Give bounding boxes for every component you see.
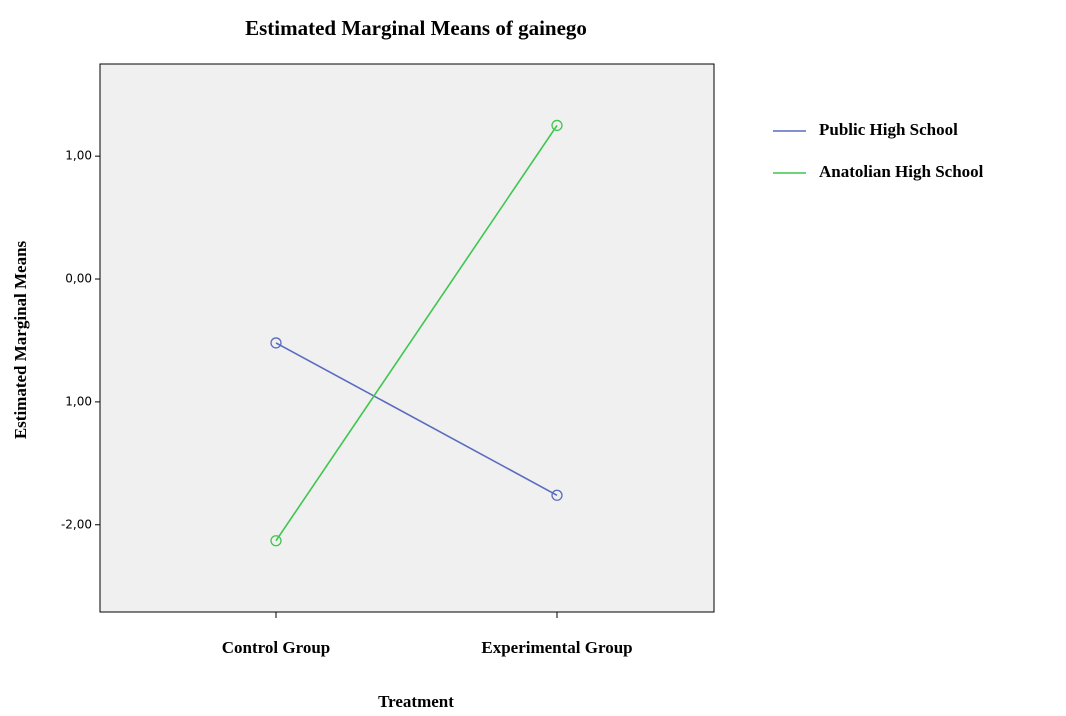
x-tick-label: Control Group (222, 638, 330, 657)
series-marker (270, 337, 282, 349)
series-line (275, 342, 558, 496)
y-tick-label: 0,00 (65, 272, 92, 286)
x-axis-label: Treatment (378, 692, 454, 711)
y-axis-label: Estimated Marginal Means (11, 240, 30, 439)
y-tick-label: -2,00 (61, 517, 92, 531)
x-tick-label: Experimental Group (481, 638, 632, 657)
plot-area (99, 63, 715, 613)
y-tick-label: 1,00 (65, 149, 92, 163)
y-tick-label: 1,00 (65, 394, 92, 408)
series-line (275, 124, 558, 542)
legend-label: Public High School (819, 120, 958, 139)
legend-label: Anatolian High School (819, 162, 984, 181)
series-marker (270, 535, 282, 547)
chart-title: Estimated Marginal Means of gainego (245, 16, 587, 40)
series-marker (551, 119, 563, 132)
series-marker (551, 489, 563, 501)
